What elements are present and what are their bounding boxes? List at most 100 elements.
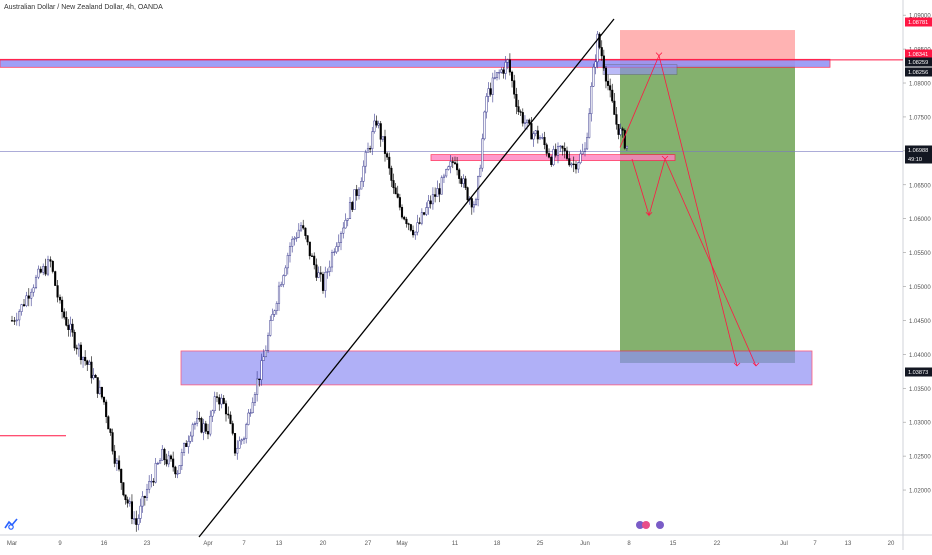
x-tick-label: 20 <box>320 541 327 547</box>
candle-body <box>568 158 571 166</box>
candle-body <box>429 200 432 205</box>
candle-body <box>120 468 123 483</box>
candle-body <box>193 423 196 425</box>
candle-body <box>373 120 376 132</box>
candle-body <box>258 378 261 381</box>
candle-body <box>449 161 452 167</box>
candle-body <box>442 175 446 178</box>
candle-body <box>543 137 546 146</box>
candle-body <box>394 187 397 195</box>
candle-body <box>425 207 428 215</box>
candle-body <box>379 123 382 140</box>
candle-body <box>100 386 103 398</box>
candle-body <box>489 88 492 95</box>
candle-body <box>519 111 522 113</box>
candle-body <box>37 268 40 278</box>
candle-body <box>453 162 457 164</box>
candle-body <box>528 119 531 124</box>
candle-body <box>532 133 535 140</box>
candle-body <box>107 416 110 430</box>
candle-body <box>71 323 74 333</box>
candle-body <box>579 153 582 163</box>
candle-body <box>427 200 430 208</box>
candle-body <box>613 100 616 115</box>
candle-body <box>536 130 539 140</box>
candle-body <box>615 114 618 125</box>
candle-body <box>92 374 95 379</box>
candle-body <box>319 272 322 275</box>
candle-body <box>466 187 469 201</box>
candle-body <box>75 347 78 350</box>
candle-body <box>409 224 412 231</box>
candle-body <box>526 119 529 124</box>
x-tick-label: 22 <box>714 541 721 547</box>
candle-body <box>25 295 28 306</box>
x-tick-label: 18 <box>494 541 501 547</box>
candle-body <box>247 412 250 425</box>
candle-body <box>267 335 270 351</box>
candle-body <box>545 144 548 154</box>
candle-body <box>245 424 248 439</box>
candle-body <box>491 77 494 95</box>
projection-arrowhead <box>661 155 669 160</box>
candle-body <box>273 310 276 315</box>
candle-body <box>570 163 573 166</box>
chart-title: Australian Dollar / New Zealand Dollar, … <box>4 4 163 11</box>
candle-body <box>500 69 503 73</box>
candle-body <box>51 260 54 272</box>
candle-body <box>189 435 192 442</box>
candle-body <box>282 275 285 285</box>
candle-body <box>445 169 448 177</box>
candle-body <box>124 494 127 500</box>
candle-body <box>122 482 125 496</box>
candle-body <box>174 466 177 475</box>
y-tick-label: 1.05000 <box>909 285 931 291</box>
candle-body <box>185 443 188 447</box>
candle-body <box>15 319 18 322</box>
candle-body <box>326 271 329 273</box>
x-tick-label: Apr <box>203 541 212 547</box>
candle-body <box>414 231 417 236</box>
trendline <box>198 18 615 538</box>
x-tick-label: 13 <box>276 541 283 547</box>
candle-body <box>182 443 186 453</box>
candle-body <box>277 285 281 304</box>
candle-body <box>364 152 367 167</box>
candle-body <box>541 137 544 139</box>
tradingview-logo-icon <box>4 518 18 530</box>
candle-body <box>493 77 496 79</box>
candle-body <box>462 178 465 184</box>
candle-body <box>218 397 221 405</box>
candle-body <box>625 145 628 149</box>
x-tick-label: 20 <box>888 541 895 547</box>
candle-body <box>126 499 129 504</box>
candle-body <box>583 148 587 152</box>
candle-body <box>67 325 70 330</box>
candle-body <box>617 124 620 135</box>
support-zone <box>180 350 813 386</box>
x-tick-label: Jul <box>780 541 788 547</box>
candle-body <box>377 123 380 126</box>
candle-body <box>65 317 68 326</box>
candle-body <box>96 377 99 394</box>
candle-body <box>152 480 155 483</box>
candle-body <box>206 431 210 435</box>
candle-body <box>137 518 140 525</box>
candle-body <box>215 396 219 398</box>
candle-body <box>481 138 484 169</box>
candle-body <box>302 225 305 229</box>
candle-body <box>98 386 101 394</box>
candle-body <box>90 361 93 379</box>
candle-body <box>515 94 518 107</box>
candle-body <box>284 267 287 276</box>
candle-body <box>321 273 325 291</box>
candle-body <box>145 488 149 498</box>
event-icon <box>642 521 650 529</box>
candle-body <box>204 423 207 432</box>
candle-body <box>61 299 64 313</box>
candle-body <box>69 323 72 330</box>
price-badge-zone <box>905 57 932 67</box>
candle-body <box>102 396 106 403</box>
